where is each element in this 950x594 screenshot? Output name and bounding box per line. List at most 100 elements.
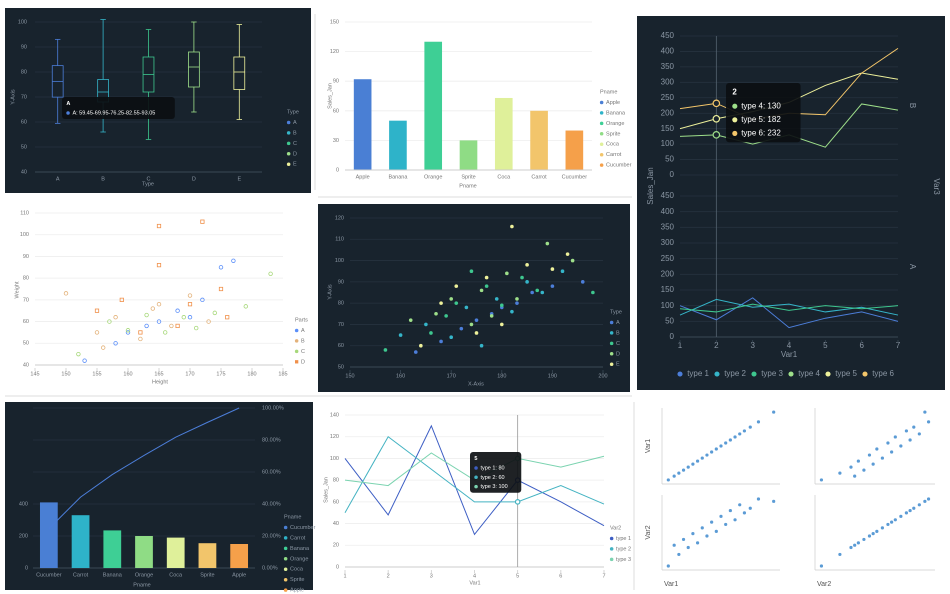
legend-label: Sprite: [290, 577, 304, 583]
y-tick-label: 300: [661, 77, 675, 86]
legend-marker: [599, 132, 604, 136]
legend-label: Coca: [290, 567, 304, 573]
x-tick-label: Apple: [356, 174, 370, 180]
x-tick-label: 160: [123, 371, 132, 377]
legend-title: Pname: [284, 514, 301, 520]
point: [742, 511, 747, 515]
point: [113, 341, 118, 346]
y-axis-label: Y-Axis: [10, 89, 16, 105]
x-axis-label: Height: [152, 379, 168, 385]
y-tick-label: 450: [661, 191, 675, 200]
point: [917, 432, 921, 436]
x-tick-label: 160: [396, 373, 405, 379]
x-tick-label: 7: [896, 341, 901, 350]
panel: [637, 16, 945, 390]
y2-tick-label: 40.00%: [262, 501, 281, 507]
box: [233, 56, 246, 90]
legend-marker: [609, 547, 614, 551]
legend-label: C: [616, 341, 620, 347]
point: [565, 252, 570, 256]
legend-label: C: [293, 141, 297, 147]
bar: [459, 140, 478, 170]
legend-label: C: [301, 349, 305, 355]
legend-marker: [283, 536, 288, 540]
point: [728, 508, 732, 513]
legend-label: Banana: [290, 546, 310, 552]
y-axis-label: Weight: [14, 281, 20, 298]
x-tick-label: Cucumber: [562, 174, 588, 180]
x-tick-label: Banana: [388, 174, 408, 180]
x-tick-label: 185: [278, 371, 287, 377]
x-tick-label: 5: [516, 573, 519, 579]
point: [838, 471, 842, 475]
point: [710, 450, 714, 454]
point: [705, 534, 709, 538]
point: [540, 290, 545, 295]
point: [867, 534, 872, 538]
x-tick-label: 7: [602, 573, 605, 579]
point: [666, 564, 670, 568]
tooltip-text: type 4: 130: [741, 101, 781, 110]
tooltip-text: A: 59.45-69.95-76.25-82.55-93.05: [72, 110, 155, 116]
bar: [494, 97, 513, 170]
x-tick-label: Banana: [103, 572, 123, 578]
point: [489, 314, 494, 318]
legend-label: A: [293, 120, 297, 126]
x-tick-label: 3: [430, 573, 433, 579]
y-tick-label: 70: [21, 94, 27, 100]
y2-tick-label: 20.00%: [262, 533, 281, 539]
y-tick-label: 20: [333, 543, 339, 549]
point: [880, 456, 884, 460]
point: [510, 224, 514, 229]
y-tick-label: 400: [661, 207, 675, 216]
x-tick-label: 155: [92, 371, 101, 377]
point: [686, 545, 690, 550]
point: [838, 552, 842, 557]
point: [714, 529, 718, 533]
y-tick-label: 120: [330, 49, 339, 55]
point: [76, 351, 81, 357]
legend-label: A: [616, 320, 620, 326]
point: [449, 335, 454, 340]
legend-marker: [677, 371, 683, 377]
legend-label: type 2: [616, 546, 631, 552]
point: [700, 456, 704, 460]
legend-label: Coca: [606, 142, 620, 148]
point: [94, 308, 100, 313]
bar: [135, 536, 153, 568]
point: [748, 425, 752, 429]
point: [82, 358, 87, 363]
x-tick-label: C: [147, 176, 151, 182]
point: [691, 462, 695, 466]
legend-marker: [286, 152, 291, 156]
point: [156, 263, 162, 268]
legend-label: B: [301, 338, 305, 344]
legend-marker: [283, 557, 288, 561]
legend-marker: [283, 577, 288, 582]
x-tick-label: D: [192, 176, 196, 182]
point: [444, 314, 448, 318]
point: [144, 312, 149, 318]
tooltip-text: type 1: 80: [480, 465, 504, 471]
y-tick-label: 70: [23, 297, 29, 303]
tooltip-title: 5: [474, 456, 477, 462]
legend-label: Carrot: [290, 535, 306, 541]
y-tick-label: 300: [661, 238, 675, 247]
point: [893, 518, 897, 522]
row-label: Var1: [645, 439, 652, 453]
point: [853, 474, 857, 478]
point: [187, 315, 193, 320]
x-tick-label: 1: [343, 573, 346, 579]
point: [484, 275, 489, 280]
point: [515, 301, 519, 305]
legend-label: D: [293, 151, 297, 157]
legend-marker: [609, 320, 614, 325]
legend-label: Apple: [290, 588, 304, 594]
point: [474, 318, 479, 322]
y-tick-label: 80: [23, 276, 29, 282]
y-tick-label: 50: [665, 316, 674, 325]
tooltip-title: A: [66, 101, 70, 107]
point: [200, 297, 205, 303]
legend-title: Type: [610, 309, 622, 315]
